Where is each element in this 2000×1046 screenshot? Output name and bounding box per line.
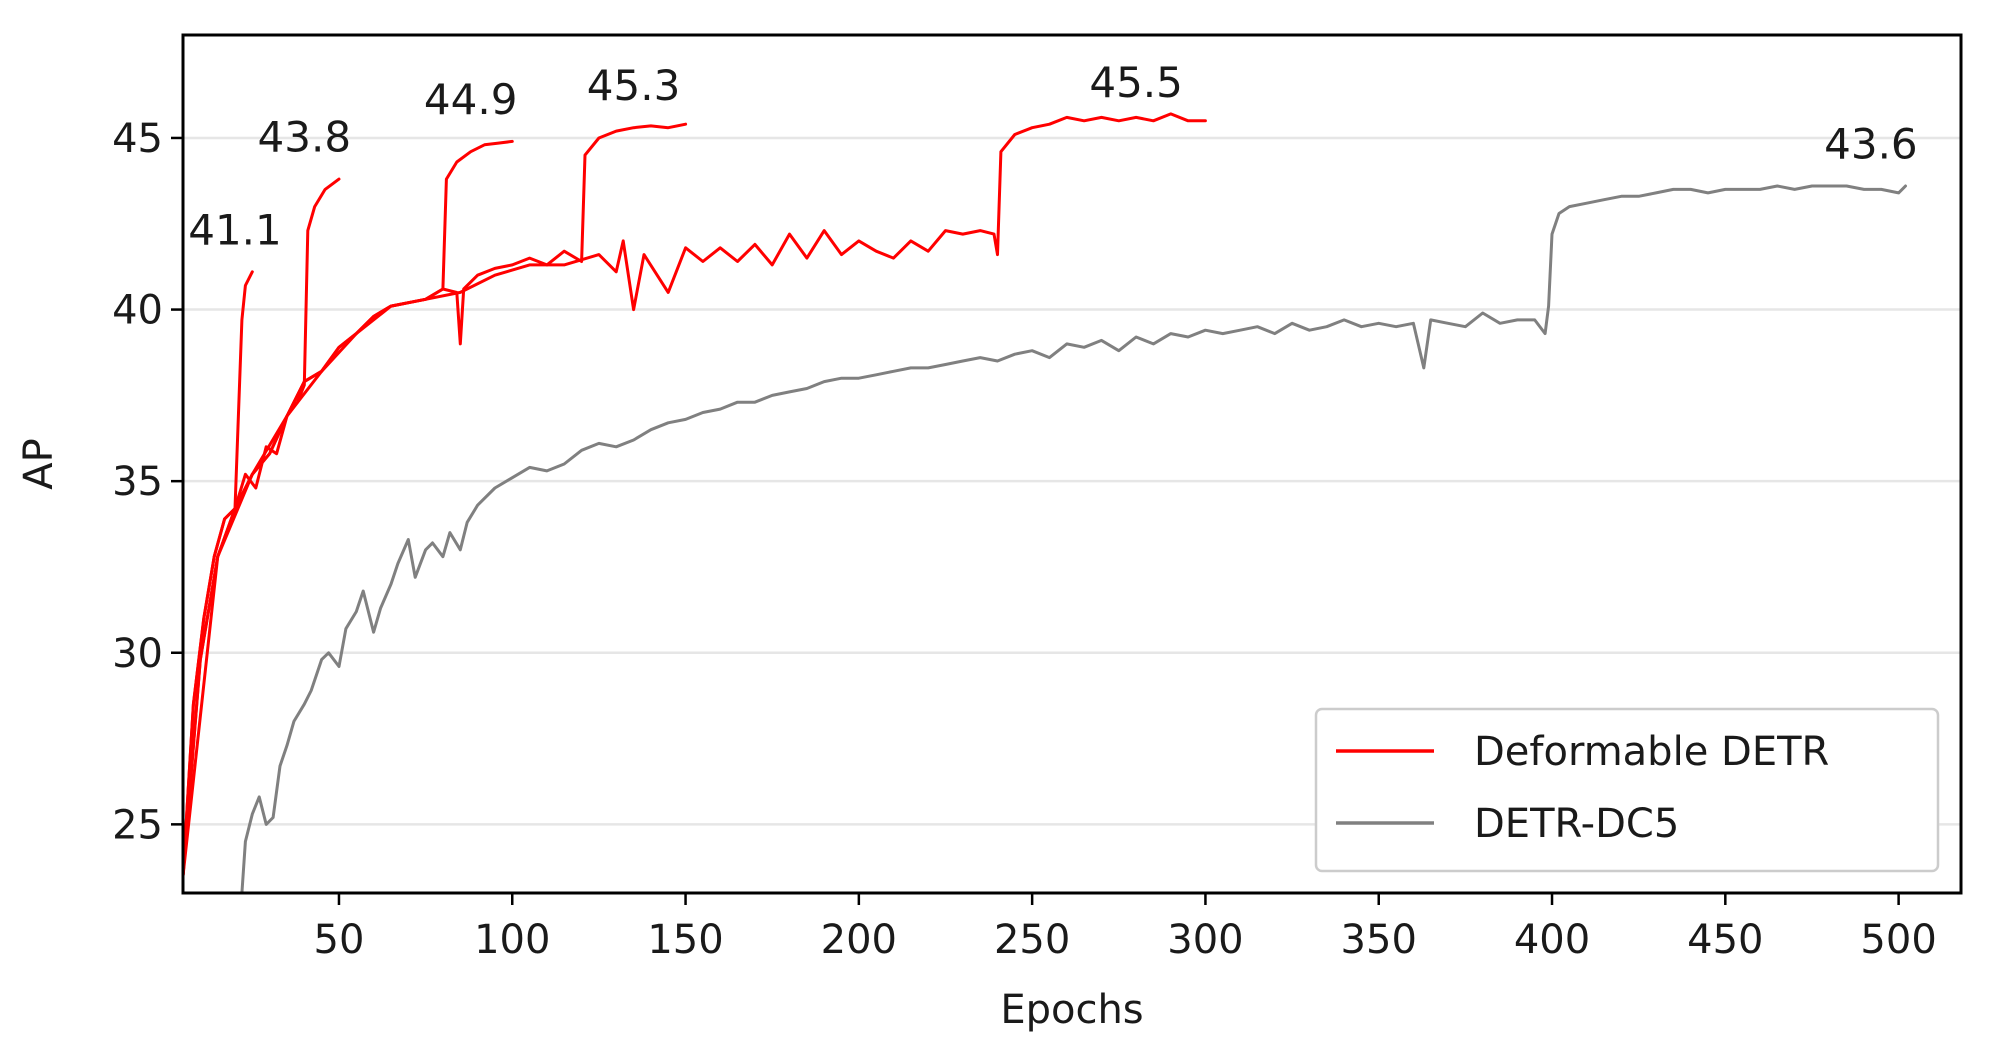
x-tick-label: 350 <box>1341 917 1417 963</box>
annotation-label: 45.5 <box>1089 58 1183 107</box>
legend-box <box>1314 707 1940 873</box>
x-axis-ticks: 50 100 150 200 250 300 350 400 450 500 <box>314 893 1937 963</box>
y-tick-label: 40 <box>112 288 163 334</box>
axes: 50 100 150 200 250 300 350 400 450 500 25 30 35 40 45… <box>16 33 1963 1033</box>
series-lines <box>183 112 1907 893</box>
plot-frame <box>181 33 1963 895</box>
annotation-label: 44.9 <box>424 75 518 124</box>
legend: Deformable DETR DETR-DC5 <box>1314 707 1940 873</box>
series-line-deformable-detr-4 <box>183 112 1207 878</box>
x-tick-label: 450 <box>1687 917 1763 963</box>
series-line-detr-dc5-0 <box>240 184 1907 893</box>
legend-label-detr-dc5: DETR-DC5 <box>1474 801 1679 847</box>
y-tick-label: 30 <box>112 631 163 677</box>
x-tick-label: 500 <box>1860 917 1936 963</box>
annotation-label: 43.8 <box>258 113 352 162</box>
x-tick-label: 300 <box>1167 917 1243 963</box>
x-tick-label: 50 <box>314 917 365 963</box>
legend-label-deformable-detr: Deformable DETR <box>1474 729 1829 775</box>
x-tick-label: 400 <box>1514 917 1590 963</box>
y-tick-label: 35 <box>112 459 163 505</box>
annotation-label: 41.1 <box>188 205 282 254</box>
y-axis-ticks: 25 30 35 40 45 <box>112 116 183 848</box>
annotation-label: 45.3 <box>587 61 681 110</box>
y-axis-title: AP <box>16 438 62 489</box>
annotation-label: 43.6 <box>1824 120 1918 169</box>
y-tick-label: 25 <box>112 802 163 848</box>
series-line-deformable-detr-1 <box>183 177 341 878</box>
x-tick-label: 100 <box>474 917 550 963</box>
peak-annotations: 41.1 43.8 44.9 45.3 45.5 43.6 <box>188 58 1917 255</box>
x-tick-label: 250 <box>994 917 1070 963</box>
x-tick-label: 150 <box>647 917 723 963</box>
x-tick-label: 200 <box>821 917 897 963</box>
x-axis-title: Epochs <box>1000 987 1143 1033</box>
y-tick-label: 45 <box>112 116 163 162</box>
